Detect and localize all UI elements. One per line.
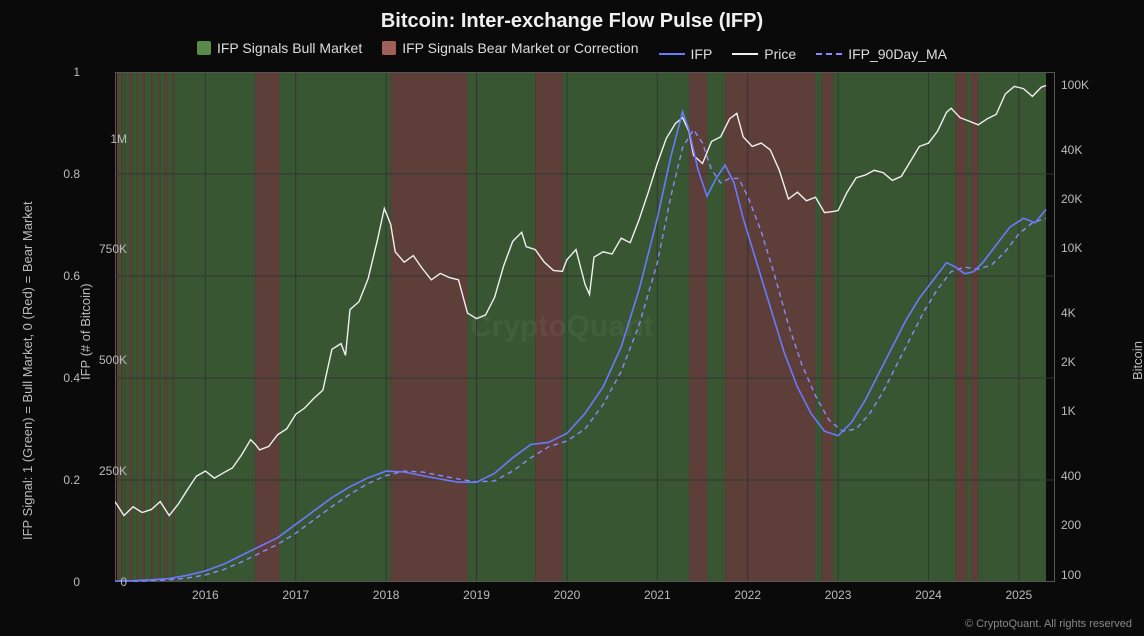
region-bear	[725, 72, 815, 582]
plot-area	[115, 72, 1055, 582]
region-bull	[978, 72, 1046, 582]
legend-item: IFP_90Day_MA	[816, 46, 947, 62]
region-bear	[165, 72, 168, 582]
x-tick: 2019	[447, 588, 507, 602]
y-left-inner-tick: 1M	[67, 132, 127, 146]
region-bear	[125, 72, 126, 582]
legend-swatch	[197, 41, 211, 55]
region-bear	[956, 72, 967, 582]
region-bull	[707, 72, 725, 582]
legend-item: Price	[732, 46, 796, 62]
y-left-outer-tick: 0.6	[20, 269, 80, 283]
y-left-outer-tick: 0.4	[20, 371, 80, 385]
x-tick: 2021	[627, 588, 687, 602]
x-tick: 2018	[356, 588, 416, 602]
y-right-tick: 400	[1061, 469, 1121, 483]
region-bull	[966, 72, 971, 582]
legend-label: IFP_90Day_MA	[848, 46, 947, 62]
x-tick: 2025	[989, 588, 1049, 602]
region-bear	[822, 72, 834, 582]
region-bear	[158, 72, 160, 582]
y-right-tick: 100K	[1061, 78, 1121, 92]
region-bear	[173, 72, 175, 582]
x-tick: 2022	[718, 588, 778, 602]
y-right-label: Bitcoin Price ($)	[1130, 341, 1144, 380]
region-bull	[145, 72, 151, 582]
y-right-tick: 4K	[1061, 306, 1121, 320]
region-bull	[834, 72, 956, 582]
y-left-inner-tick: 500K	[67, 353, 127, 367]
region-bull	[167, 72, 172, 582]
legend-label: IFP Signals Bear Market or Correction	[402, 40, 638, 56]
y-right-tick: 2K	[1061, 355, 1121, 369]
region-bull	[132, 72, 137, 582]
region-bull	[122, 72, 125, 582]
chart-title: Bitcoin: Inter-exchange Flow Pulse (IFP)	[0, 10, 1144, 33]
legend-item: IFP Signals Bull Market	[197, 40, 362, 56]
region-bear	[151, 72, 153, 582]
legend-label: IFP	[691, 46, 713, 62]
region-bear	[129, 72, 132, 582]
legend-item: IFP	[659, 46, 713, 62]
region-bull	[120, 72, 122, 582]
region-bear	[137, 72, 139, 582]
region-bear	[391, 72, 468, 582]
region-bear	[255, 72, 279, 582]
y-right-tick: 20K	[1061, 192, 1121, 206]
region-bear	[535, 72, 562, 582]
x-tick: 2016	[175, 588, 235, 602]
region-bull	[562, 72, 689, 582]
region-bear	[971, 72, 978, 582]
x-tick: 2020	[537, 588, 597, 602]
y-right-tick: 10K	[1061, 241, 1121, 255]
region-bull	[815, 72, 821, 582]
x-tick: 2023	[808, 588, 868, 602]
y-right-tick: 1K	[1061, 404, 1121, 418]
legend-swatch	[382, 41, 396, 55]
region-bull	[139, 72, 143, 582]
legend-line	[732, 53, 758, 55]
region-bear	[121, 72, 122, 582]
legend-label: IFP Signals Bull Market	[217, 40, 362, 56]
region-bull	[468, 72, 536, 582]
region-bear	[142, 72, 145, 582]
legend-label: Price	[764, 46, 796, 62]
y-left-inner-tick: 750K	[67, 242, 127, 256]
legend-line	[659, 53, 685, 55]
legend: IFP Signals Bull Market IFP Signals Bear …	[0, 40, 1144, 62]
legend-line	[816, 53, 842, 55]
y-right-tick: 40K	[1061, 143, 1121, 157]
x-tick: 2024	[898, 588, 958, 602]
y-left-inner-tick: 0	[67, 575, 127, 589]
region-bull	[126, 72, 130, 582]
credit-text: © CryptoQuant. All rights reserved	[965, 618, 1132, 630]
region-bull	[175, 72, 255, 582]
legend-item: IFP Signals Bear Market or Correction	[382, 40, 638, 56]
y-right-tick: 200	[1061, 518, 1121, 532]
chart: Bitcoin: Inter-exchange Flow Pulse (IFP)…	[0, 0, 1144, 636]
y-left-inner-tick: 250K	[67, 464, 127, 478]
y-right-tick: 100	[1061, 568, 1121, 582]
x-tick: 2017	[266, 588, 326, 602]
y-left-outer-tick: 0.8	[20, 167, 80, 181]
y-left-outer-tick: 1	[20, 65, 80, 79]
